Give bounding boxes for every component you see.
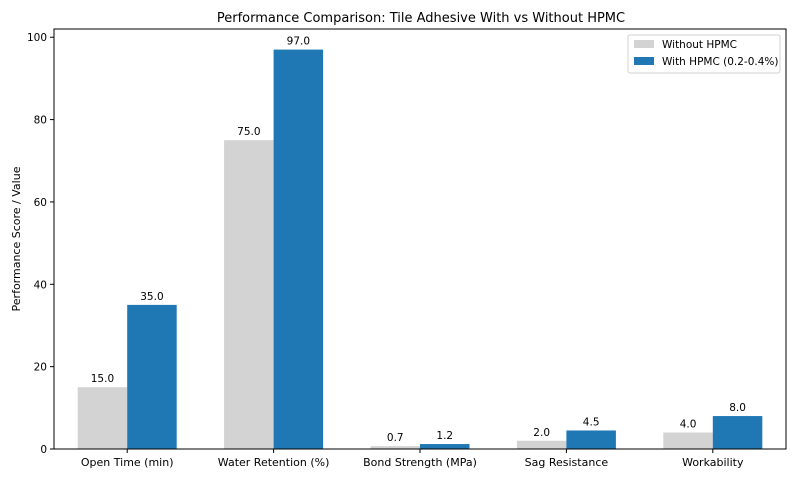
legend-box <box>627 34 781 74</box>
x-tick-label: Sag Resistance <box>525 456 609 469</box>
bar-value-label: 75.0 <box>237 126 260 138</box>
y-tick-label: 40 <box>34 279 47 291</box>
bar-without-3 <box>516 440 567 449</box>
bar-with-1 <box>273 49 324 450</box>
bar-without-1 <box>224 140 274 450</box>
plot-area: 15.0 75.0 0.7 2.0 4.0 35.0 97.0 1.2 4.5 8.0 0 20 40 6… <box>27 28 787 469</box>
legend-swatch <box>634 40 654 48</box>
chart-title: Performance Comparison: Tile Adhesive Wi… <box>217 11 625 26</box>
legend-label: Without HPMC <box>662 39 737 51</box>
bar-value-label: 2.0 <box>533 427 550 439</box>
y-tick-label: 20 <box>34 362 47 374</box>
bar-value-label: 35.0 <box>140 291 163 303</box>
bar-without-4 <box>663 432 713 449</box>
y-tick-label: 0 <box>40 444 47 456</box>
x-tick-label: Bond Strength (MPa) <box>363 456 477 469</box>
bar-without-0 <box>77 387 128 449</box>
x-tick-label: Water Retention (%) <box>218 456 330 469</box>
y-tick-label: 100 <box>27 32 47 44</box>
bar-without-2 <box>370 446 420 449</box>
bar-with-2 <box>420 444 470 449</box>
bar-value-label: 4.5 <box>583 416 600 428</box>
y-axis-label: Performance Score / Value <box>10 166 23 311</box>
bar-with-0 <box>127 304 177 449</box>
bar-value-label: 4.0 <box>680 419 697 431</box>
bar-value-label: 0.7 <box>387 432 404 444</box>
y-tick-label: 80 <box>34 115 47 127</box>
x-tick-label: Workability <box>682 456 744 469</box>
x-tick-label: Open Time (min) <box>81 456 174 469</box>
bar-with-3 <box>566 430 616 449</box>
y-tick-label: 60 <box>34 197 47 209</box>
bar-value-label: 15.0 <box>91 373 114 385</box>
bar-value-label: 1.2 <box>436 430 453 442</box>
bar-value-label: 8.0 <box>729 402 746 414</box>
bar-value-label: 97.0 <box>287 36 310 48</box>
bar-with-4 <box>712 416 763 449</box>
legend: Without HPMC With HPMC (0.2-0.4%) <box>627 34 781 74</box>
legend-label: With HPMC (0.2-0.4%) <box>662 56 779 68</box>
legend-swatch <box>634 57 654 65</box>
